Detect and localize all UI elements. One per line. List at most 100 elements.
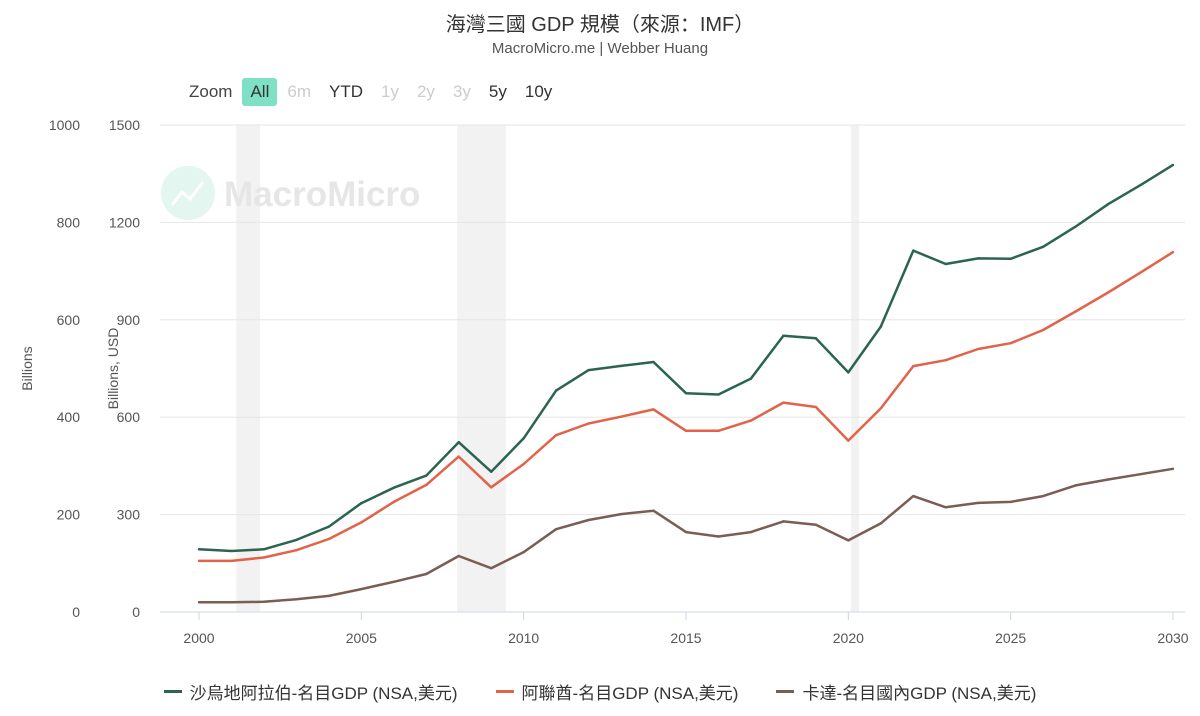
- data-point: [1074, 484, 1077, 487]
- data-point: [295, 548, 298, 552]
- data-point: [717, 393, 720, 396]
- data-point: [360, 587, 363, 591]
- data-point: [912, 249, 915, 252]
- data-point: [847, 371, 850, 374]
- data-point: [1041, 494, 1045, 498]
- data-point: [1074, 310, 1077, 313]
- data-point: [749, 419, 753, 422]
- legend-swatch: [776, 690, 795, 693]
- legend: 沙烏地阿拉伯-名目GDP (NSA,美元) 阿聯酋-名目GDP (NSA,美元)…: [0, 679, 1200, 704]
- data-point: [782, 520, 785, 523]
- legend-item-saudi[interactable]: 沙烏地阿拉伯-名目GDP (NSA,美元): [163, 679, 458, 704]
- right-axis-tick-label: 1500: [109, 117, 140, 133]
- data-point: [554, 528, 558, 531]
- right-axis-tick-label: 300: [117, 507, 141, 523]
- zoom-1y-button[interactable]: 1y: [381, 82, 399, 101]
- data-point: [262, 548, 266, 551]
- data-point: [879, 325, 882, 328]
- data-point: [1106, 478, 1110, 481]
- zoom-all-button[interactable]: All: [242, 78, 278, 106]
- left-axis-tick-label: 200: [57, 507, 81, 523]
- data-point: [587, 368, 590, 372]
- data-point: [554, 434, 558, 437]
- data-point: [1171, 467, 1175, 471]
- zoom-ytd-button[interactable]: YTD: [329, 82, 363, 101]
- zoom-2y-button[interactable]: 2y: [416, 82, 435, 101]
- data-point: [490, 486, 493, 489]
- watermark-logo-icon: [161, 166, 215, 220]
- right-axis-tick-label: 0: [132, 604, 140, 620]
- legend-swatch: [163, 690, 182, 693]
- x-axis-tick-label: 2010: [508, 630, 539, 646]
- x-axis-tick-label: 2000: [183, 630, 214, 646]
- x-axis-tick-label: 2025: [995, 630, 1026, 646]
- data-point: [425, 572, 428, 576]
- data-point: [814, 405, 818, 409]
- data-point: [912, 364, 915, 368]
- zoom-10y-button[interactable]: 10y: [524, 82, 553, 101]
- data-point: [749, 530, 753, 534]
- x-axis-tick-label: 2020: [833, 630, 864, 646]
- data-point: [944, 506, 947, 509]
- legend-label: 阿聯酋-名目GDP (NSA,美元): [521, 684, 739, 703]
- data-point: [782, 334, 785, 337]
- legend-item-qatar[interactable]: 卡達-名目國內GDP (NSA,美元): [776, 679, 1036, 704]
- left-axis-tick-label: 0: [72, 604, 80, 620]
- data-point: [912, 494, 915, 498]
- data-point: [392, 486, 395, 489]
- data-point: [1139, 271, 1142, 274]
- zoom-3y-button[interactable]: 3y: [452, 82, 471, 101]
- data-point: [879, 522, 882, 525]
- data-point: [490, 566, 493, 570]
- right-axis-tick-label: 600: [117, 409, 141, 425]
- data-point: [425, 483, 428, 487]
- right-axis-tick-label: 900: [117, 312, 141, 328]
- left-axis-tick-label: 800: [57, 214, 81, 230]
- data-point: [977, 501, 980, 505]
- data-point: [522, 437, 525, 440]
- data-point: [1171, 250, 1175, 254]
- zoom-label: Zoom: [189, 82, 233, 101]
- data-point: [814, 337, 818, 340]
- data-point: [327, 594, 331, 598]
- data-point: [295, 598, 298, 601]
- data-point: [1106, 203, 1110, 206]
- data-point: [1171, 163, 1175, 167]
- series-line-2: [199, 467, 1174, 604]
- right-axis-title: Billions, USD: [105, 328, 121, 410]
- recession-band: [236, 125, 261, 612]
- data-point: [652, 360, 655, 364]
- data-point: [944, 359, 947, 362]
- zoom-6m-button[interactable]: 6m: [287, 82, 311, 101]
- data-point: [327, 537, 331, 541]
- data-point: [327, 525, 331, 528]
- data-point: [392, 500, 395, 504]
- watermark-logo-icon: [170, 181, 205, 206]
- data-point: [230, 549, 233, 553]
- data-point: [944, 262, 947, 266]
- data-point: [490, 470, 493, 473]
- data-point: [879, 407, 882, 410]
- data-point: [197, 559, 201, 563]
- data-point: [197, 548, 201, 551]
- zoom-5y-button[interactable]: 5y: [488, 82, 507, 101]
- data-point: [684, 429, 688, 433]
- data-point: [1009, 341, 1012, 345]
- data-point: [1041, 328, 1045, 332]
- data-point: [230, 601, 233, 604]
- data-point: [717, 429, 720, 433]
- data-point: [977, 257, 980, 260]
- legend-label: 沙烏地阿拉伯-名目GDP (NSA,美元): [189, 684, 458, 703]
- data-point: [1009, 500, 1012, 504]
- right-axis-tick-label: 1200: [109, 214, 140, 230]
- data-point: [457, 440, 460, 444]
- data-point: [977, 347, 980, 351]
- data-point: [360, 502, 363, 505]
- data-point: [782, 401, 785, 404]
- data-point: [360, 521, 363, 524]
- data-point: [1139, 183, 1142, 187]
- legend-item-uae[interactable]: 阿聯酋-名目GDP (NSA,美元): [495, 679, 739, 704]
- data-point: [1074, 225, 1077, 228]
- data-point: [652, 408, 655, 411]
